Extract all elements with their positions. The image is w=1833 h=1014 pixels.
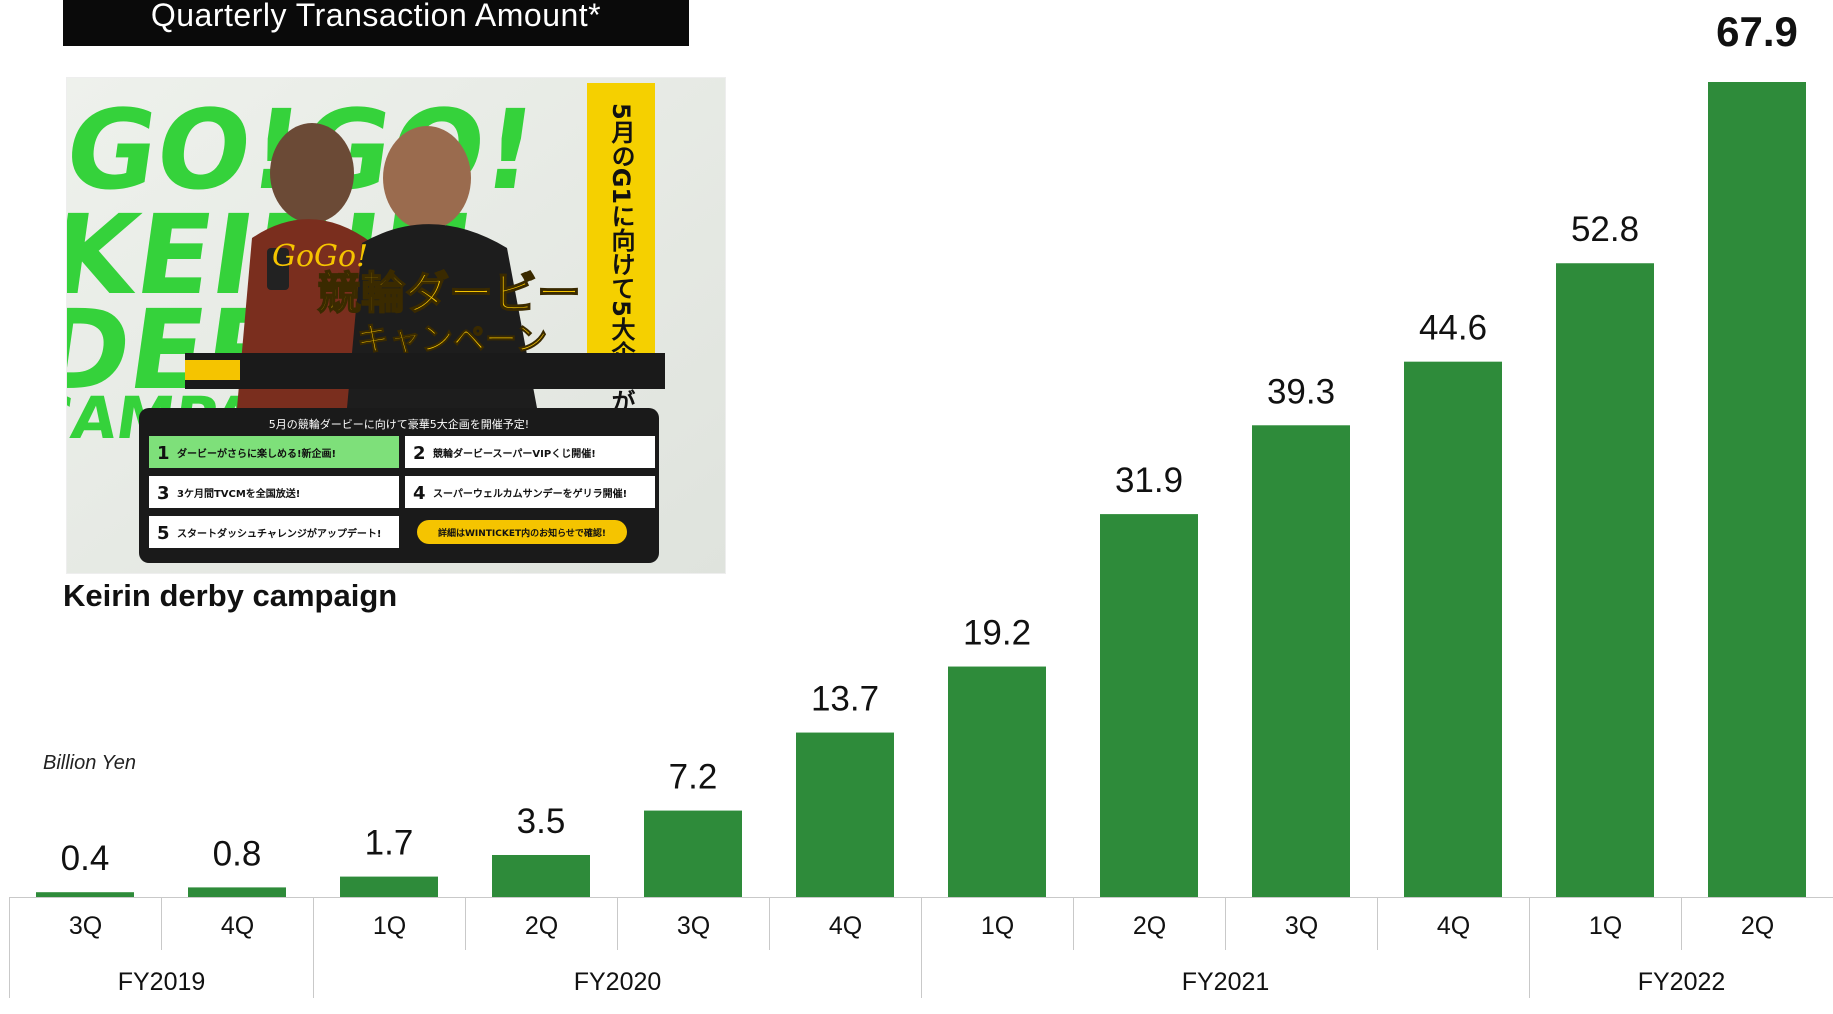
svg-text:競輪ダービー: 競輪ダービー bbox=[317, 268, 581, 319]
svg-text:GoGo!: GoGo! bbox=[272, 239, 368, 274]
bar-11 bbox=[1708, 82, 1806, 897]
quarter-row: 3Q 4Q 1Q 2Q 3Q 4Q 1Q 2Q 3Q 4Q 1Q 2Q bbox=[9, 897, 1833, 950]
svg-text:3ケ月間TVCMを全国放送!: 3ケ月間TVCMを全国放送! bbox=[177, 487, 300, 500]
tick-label-4: 3Q bbox=[617, 898, 769, 950]
tick-label-11: 2Q bbox=[1681, 898, 1833, 950]
category-axis: 3Q 4Q 1Q 2Q 3Q 4Q 1Q 2Q 3Q 4Q 1Q 2Q FY2019 FY2020 FY2… bbox=[9, 897, 1833, 998]
tick-label-7: 2Q bbox=[1073, 898, 1225, 950]
tick-label-2: 1Q bbox=[313, 898, 465, 950]
value-label-0: 0.4 bbox=[61, 839, 110, 878]
value-label-9: 44.6 bbox=[1419, 309, 1487, 348]
svg-text:4: 4 bbox=[413, 483, 426, 504]
bar-2 bbox=[340, 876, 438, 897]
tick-label-9: 4Q bbox=[1377, 898, 1529, 950]
value-label-1: 0.8 bbox=[213, 834, 262, 873]
value-label-6: 19.2 bbox=[963, 614, 1031, 653]
svg-text:ダービーがさらに楽しめる!新企画!: ダービーがさらに楽しめる!新企画! bbox=[177, 447, 336, 460]
campaign-panel: 5月の競輪ダービーに向けて豪華5大企画を開催予定! 1 ダービーがさらに楽しめる… bbox=[139, 408, 659, 563]
bar-10 bbox=[1556, 263, 1654, 897]
svg-text:競輪ダービースーパーVIPくじ開催!: 競輪ダービースーパーVIPくじ開催! bbox=[433, 447, 596, 460]
tick-label-8: 3Q bbox=[1225, 898, 1377, 950]
value-label-5: 13.7 bbox=[811, 680, 879, 719]
svg-text:スーパーウェルカムサンデーをゲリラ開催!: スーパーウェルカムサンデーをゲリラ開催! bbox=[433, 487, 627, 500]
svg-text:2: 2 bbox=[413, 443, 426, 464]
campaign-logo: GoGo! 競輪ダービー キャンペーン bbox=[272, 239, 582, 359]
fiscal-year-label-3: FY2022 bbox=[1529, 950, 1833, 998]
tick-label-3: 2Q bbox=[465, 898, 617, 950]
svg-text:3: 3 bbox=[157, 483, 170, 504]
tick-label-5: 4Q bbox=[769, 898, 921, 950]
value-label-3: 3.5 bbox=[517, 802, 566, 841]
value-label-7: 31.9 bbox=[1115, 461, 1183, 500]
bar-0 bbox=[36, 892, 134, 897]
bar-3 bbox=[492, 854, 590, 897]
svg-text:5月の競輪ダービーに向けて豪華5大企画を開催予定!: 5月の競輪ダービーに向けて豪華5大企画を開催予定! bbox=[269, 417, 529, 431]
bar-5 bbox=[796, 732, 894, 897]
tick-label-6: 1Q bbox=[921, 898, 1073, 950]
bar-4 bbox=[644, 810, 742, 897]
svg-text:詳細はWINTICKET内のお知らせで確認!: 詳細はWINTICKET内のお知らせで確認! bbox=[438, 527, 606, 539]
tick-label-10: 1Q bbox=[1529, 898, 1681, 950]
fiscal-year-label-1: FY2020 bbox=[313, 950, 921, 998]
value-label-10: 52.8 bbox=[1571, 210, 1639, 249]
value-label-4: 7.2 bbox=[669, 758, 718, 797]
svg-text:1: 1 bbox=[157, 443, 170, 464]
bar-6 bbox=[948, 666, 1046, 897]
campaign-artwork: GO!GO! KEIRIN DERBY CAMPAIGN!!!! GoGo! 競… bbox=[67, 78, 725, 573]
bar-9 bbox=[1404, 361, 1502, 897]
bar-8 bbox=[1252, 425, 1350, 897]
chart-title: Quarterly Transaction Amount* bbox=[63, 0, 689, 46]
svg-text:スタートダッシュチャレンジがアップデート!: スタートダッシュチャレンジがアップデート! bbox=[177, 527, 381, 540]
bar-chart: 0.4 0.8 1.7 3.5 7.2 13.7 19.2 31.9 39.3 44.6 52.8 6… bbox=[36, 8, 1806, 897]
campaign-image: GO!GO! KEIRIN DERBY CAMPAIGN!!!! GoGo! 競… bbox=[66, 77, 726, 574]
campaign-caption: Keirin derby campaign bbox=[63, 578, 398, 613]
value-label-11: 67.9 bbox=[1716, 8, 1798, 55]
svg-text:5: 5 bbox=[157, 523, 170, 544]
tick-label-1: 4Q bbox=[161, 898, 313, 950]
fiscal-year-label-2: FY2021 bbox=[921, 950, 1529, 998]
fiscal-year-label-0: FY2019 bbox=[9, 950, 313, 998]
value-label-8: 39.3 bbox=[1267, 372, 1335, 411]
value-label-2: 1.7 bbox=[365, 824, 414, 863]
bar-1 bbox=[188, 887, 286, 897]
svg-text:キャンペーン: キャンペーン bbox=[357, 320, 547, 358]
bar-7 bbox=[1100, 514, 1198, 897]
y-unit-label: Billion Yen bbox=[43, 752, 137, 774]
fiscal-year-row: FY2019 FY2020 FY2021 FY2022 bbox=[9, 950, 1833, 998]
tick-label-0: 3Q bbox=[9, 898, 161, 950]
